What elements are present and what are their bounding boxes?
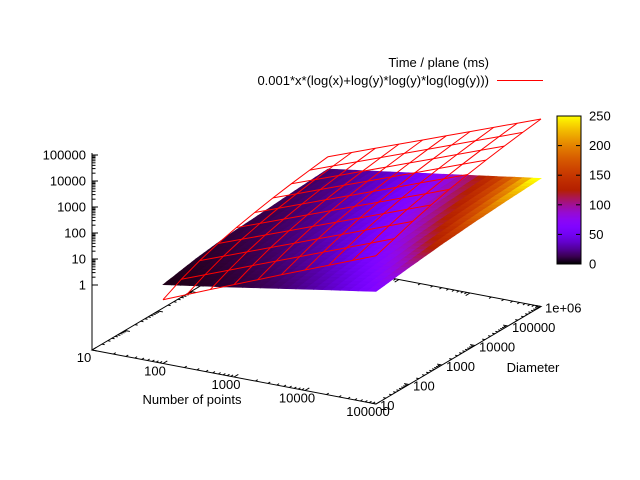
colorbar-tick-label: 200 (589, 138, 611, 153)
y-tick-label: 100000 (512, 320, 555, 335)
z-tick-label: 100000 (43, 148, 86, 163)
colorbar-tick-label: 0 (589, 257, 596, 272)
x-tick-label: 10 (77, 350, 91, 365)
x-tick-label: 10000 (279, 391, 315, 406)
y-tick-label: 1000 (446, 359, 475, 374)
z-tick-label: 1 (79, 278, 86, 293)
z-tick-label: 1000 (57, 200, 86, 215)
z-tick-label: 100 (64, 226, 86, 241)
x-tick-label: 100 (144, 364, 166, 379)
colorbar-tick-label: 100 (589, 197, 611, 212)
colorbar: 0 50 100 150 200 250 (556, 109, 611, 272)
function-wireframe (162, 118, 542, 301)
x-tick-label: 100000 (346, 404, 389, 419)
pm3d-data-surface (162, 168, 542, 292)
axis-tick-labels: 1010010001000010000010100100010000100000… (43, 148, 582, 420)
legend-entry-formula: 0.001*x*(log(x)+log(y)*log(y)*log(log(y)… (257, 73, 489, 88)
legend-entry-data-surface: Time / plane (ms) (388, 55, 489, 70)
x-tick-label: 1000 (212, 377, 241, 392)
colorbar-tick-label: 250 (589, 109, 611, 124)
z-tick-label: 10 (72, 252, 86, 267)
colorbar-tick-label: 150 (589, 168, 611, 183)
colorbar-tick-label: 50 (589, 227, 603, 242)
y-tick-label: 1e+06 (545, 301, 582, 316)
y-tick-label: 100 (413, 379, 435, 394)
y-axis-title: Diameter (507, 360, 560, 375)
y-tick-label: 10000 (479, 340, 515, 355)
x-axis-title: Number of points (143, 392, 242, 407)
colorbar-gradient (556, 115, 582, 265)
z-tick-label: 10000 (50, 174, 86, 189)
y-tick-label: 10 (380, 398, 394, 413)
